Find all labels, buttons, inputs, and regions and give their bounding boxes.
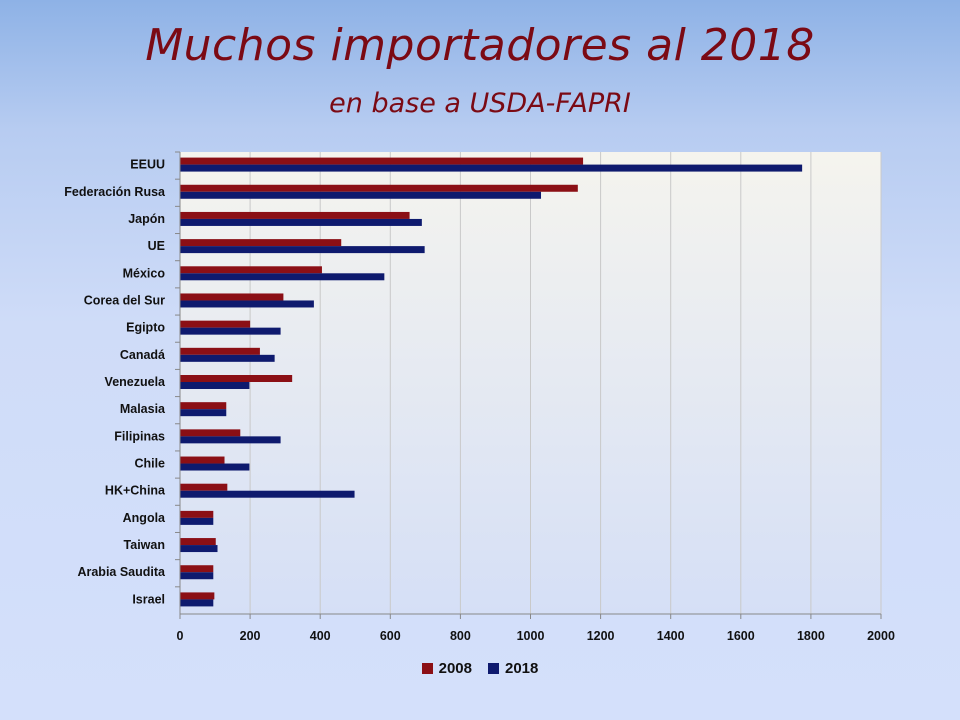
bar-2018 — [180, 599, 214, 607]
bar-2018 — [180, 545, 218, 553]
bar-2018 — [180, 354, 275, 362]
category-labels: EEUU Federación Rusa Japón UE México Corea de… — [64, 158, 166, 607]
x-tick-label: 600 — [380, 629, 401, 643]
category-label: Filipinas — [114, 429, 165, 443]
category-label: Arabia Saudita — [77, 565, 166, 579]
category-label: UE — [148, 239, 165, 253]
category-label: Chile — [134, 457, 165, 471]
gridlines — [175, 151, 882, 619]
bar-2018 — [180, 300, 314, 308]
category-label: Corea del Sur — [84, 293, 165, 307]
bar-2018 — [180, 490, 355, 498]
bar-2008 — [180, 157, 584, 165]
category-label: Canadá — [120, 348, 165, 362]
bar-2008 — [180, 429, 241, 437]
bar-2018 — [180, 327, 281, 335]
bar-2008 — [180, 456, 225, 464]
x-tick-label: 400 — [310, 629, 331, 643]
bar-2018 — [180, 517, 214, 525]
bar-2018 — [180, 382, 250, 389]
legend-label-2008: 2008 — [438, 660, 472, 677]
slide-title: Muchos importadores al 2018 — [145, 20, 815, 71]
category-label: Malasia — [120, 402, 166, 416]
bar-2018 — [180, 463, 250, 471]
x-tick-label: 1600 — [727, 629, 755, 643]
bar-2008 — [180, 184, 578, 192]
bar-2008 — [180, 239, 342, 247]
bars — [180, 157, 803, 607]
category-label: Japón — [128, 212, 165, 226]
bar-2008 — [180, 347, 260, 355]
bar-2008 — [180, 592, 215, 600]
bar-2018 — [180, 246, 425, 254]
category-label: Angola — [123, 511, 166, 525]
category-label: Israel — [132, 592, 165, 606]
category-label: Venezuela — [105, 375, 166, 389]
x-tick-label: 800 — [450, 629, 471, 643]
bar-2018 — [180, 218, 422, 226]
bar-2008 — [180, 320, 251, 328]
legend-item-2018: 2018 — [488, 660, 538, 677]
legend-swatch-2008 — [421, 663, 433, 674]
legend-item-2008: 2008 — [421, 660, 472, 677]
bar-2008 — [180, 266, 322, 274]
bar-2008 — [180, 211, 410, 219]
bar-2008 — [180, 565, 214, 573]
category-label: México — [123, 266, 166, 280]
bar-2018 — [180, 191, 542, 199]
legend-label-2018: 2018 — [505, 660, 539, 677]
category-label: Taiwan — [124, 538, 165, 552]
legend: 2008 2018 — [0, 660, 960, 677]
bar-2008 — [180, 293, 284, 301]
bar-2008 — [180, 510, 214, 518]
category-label: Egipto — [126, 321, 165, 335]
bar-2008 — [180, 375, 293, 382]
bar-2018 — [180, 436, 281, 444]
x-tick-label: 1200 — [587, 629, 615, 643]
category-label: EEUU — [130, 158, 165, 172]
bar-2018 — [180, 572, 214, 580]
x-tick-label: 1000 — [517, 629, 545, 643]
bar-2018 — [180, 273, 385, 281]
bar-2008 — [180, 538, 216, 546]
bar-2018 — [180, 409, 227, 417]
x-tick-label: 200 — [240, 629, 261, 643]
x-tick-label: 0 — [177, 629, 184, 643]
x-tick-labels: 0 200 400 600 800 1000 1200 1400 1600 1800 2000 — [177, 629, 895, 643]
x-tick-label: 1400 — [657, 629, 685, 643]
x-tick-label: 1800 — [797, 629, 825, 643]
bar-2008 — [180, 402, 227, 410]
legend-swatch-2018 — [488, 663, 499, 674]
category-label: Federación Rusa — [64, 185, 166, 199]
x-tick-label: 2000 — [867, 629, 895, 643]
slide-subtitle: en base a USDA-FAPRI — [329, 88, 631, 119]
category-label: HK+China — [105, 484, 166, 498]
bar-2018 — [180, 164, 803, 172]
bar-2008 — [180, 483, 228, 491]
